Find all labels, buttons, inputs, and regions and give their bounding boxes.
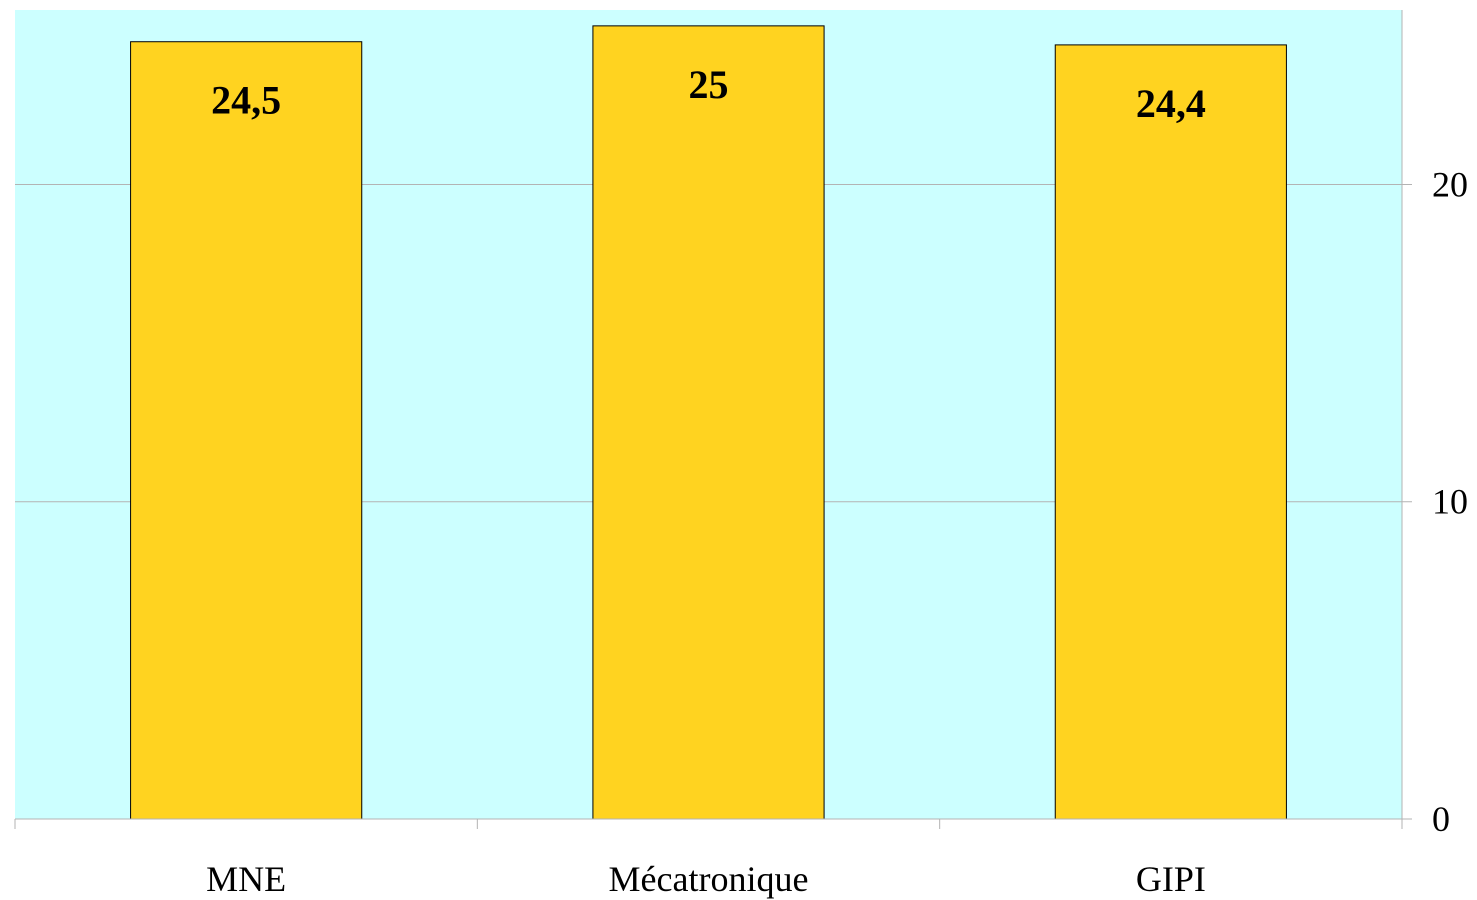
category-label: MNE <box>206 859 286 899</box>
y-tick-label: 0 <box>1432 799 1450 839</box>
category-label: GIPI <box>1136 859 1206 899</box>
labels: 0 10 20 24,5 MNE 25 Mécatronique 24,4 GIPI <box>206 62 1468 899</box>
bar <box>592 25 825 820</box>
data-label: 24,5 <box>211 78 281 123</box>
data-label: 24,4 <box>1136 81 1206 126</box>
category-label: Mécatronique <box>609 859 809 899</box>
y-tick-label: 20 <box>1432 164 1468 204</box>
bars <box>130 25 1287 820</box>
bar <box>130 41 363 820</box>
bar <box>1054 44 1287 820</box>
axes <box>14 10 1412 829</box>
y-tick-label: 10 <box>1432 482 1468 522</box>
data-label: 25 <box>689 62 729 107</box>
